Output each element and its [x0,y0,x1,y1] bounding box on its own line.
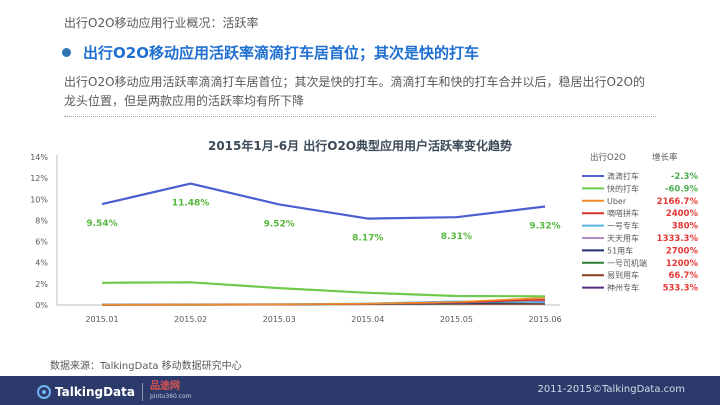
partner-url: pintu360.com [149,393,192,400]
footer-bar: TalkingData 品途网 pintu360.com 2011-2015©T… [0,376,720,405]
data-label: 8.17% [352,234,383,244]
legend-label: 嘀嗒拼车 [607,208,639,218]
legend-label: Uber [607,197,627,206]
y-tick-label: 10% [30,195,48,204]
x-tick-label: 2015.06 [528,315,561,324]
legend-growth: 66.7% [669,271,699,281]
data-label: 9.32% [529,221,560,231]
brand-name: TalkingData [55,385,135,399]
x-tick-label: 2015.03 [263,315,296,324]
data-label: 9.52% [264,219,295,229]
divider-line [64,116,656,117]
y-tick-label: 2% [35,280,48,289]
partner-name: 品途网 [149,381,180,392]
x-tick-label: 2015.04 [351,315,384,324]
talkingdata-logo-icon [37,385,51,399]
y-tick-label: 6% [35,238,48,247]
legend-growth: -2.3% [671,172,699,182]
legend-growth: 1200% [666,259,699,269]
y-tick-label: 8% [35,216,48,225]
copyright: 2011-2015©TalkingData.com [537,384,685,395]
bullet-icon [62,48,71,57]
summary-line-2: 龙头位置，但是两款应用的活跃率均有所下降 [64,94,305,108]
brand-divider [141,383,143,401]
x-tick-label: 2015.05 [440,315,473,324]
legend-label: 天天用车 [607,233,639,243]
legend-growth: 380% [672,222,699,232]
activity-rate-chart: 0% 2% 4% 6% 8% 10% 12% 14% 2015.01 2015.02 2015.03… [30,152,699,324]
legend-label: 快的打车 [607,183,639,193]
source-note: 数据来源：TalkingData 移动数据研究中心 [50,361,242,372]
y-tick-label: 4% [35,259,48,268]
series-line-2 [101,281,546,298]
legend-label: 神州专车 [607,283,639,293]
data-label: 11.48% [172,199,210,209]
summary-text: 出行O2O移动应用活跃率滴滴打车居首位；其次是快的打车。滴滴打车和快的打车合并以… [64,73,664,111]
legend-growth: 2166.7% [657,197,699,207]
legend-label: 51用车 [607,245,633,255]
data-label: 8.31% [441,232,472,242]
legend-header-growth: 增长率 [652,152,678,163]
x-tick-label: 2015.01 [85,315,118,324]
headline-row: 出行O2O移动应用活跃率滴滴打车居首位；其次是快的打车 [62,42,479,63]
series-line-3 [101,297,546,306]
legend-header-name: 出行O2O [590,152,626,163]
x-tick-label: 2015.02 [174,315,207,324]
partner-logo: 品途网 pintu360.com [150,382,192,402]
legend-growth: 2400% [666,209,699,219]
legend-growth: 533.3% [663,284,699,294]
chart-title: 2015年1月-6月 出行O2O典型应用用户活跃率变化趋势 [207,139,512,153]
legend-growth: 1333.3% [657,234,699,244]
headline: 出行O2O移动应用活跃率滴滴打车居首位；其次是快的打车 [83,44,479,62]
brand: TalkingData 品途网 pintu360.com [37,382,192,402]
legend-label: 一号专车 [607,221,639,231]
legend-label: 一号司机端 [607,258,647,268]
y-tick-label: 12% [30,174,48,183]
data-label: 9.54% [86,219,117,229]
series-line-1 [101,182,546,220]
y-tick-label: 14% [30,153,48,162]
legend-label: 滴滴打车 [607,171,639,181]
legend-growth: -60.9% [665,184,698,194]
legend-growth: 2700% [666,246,699,256]
y-tick-label: 0% [35,301,48,310]
breadcrumb: 出行O2O移动应用行业概况：活跃率 [64,16,259,30]
summary-line-1: 出行O2O移动应用活跃率滴滴打车居首位；其次是快的打车。滴滴打车和快的打车合并以… [64,75,646,89]
legend-label: 易到用车 [607,270,639,280]
